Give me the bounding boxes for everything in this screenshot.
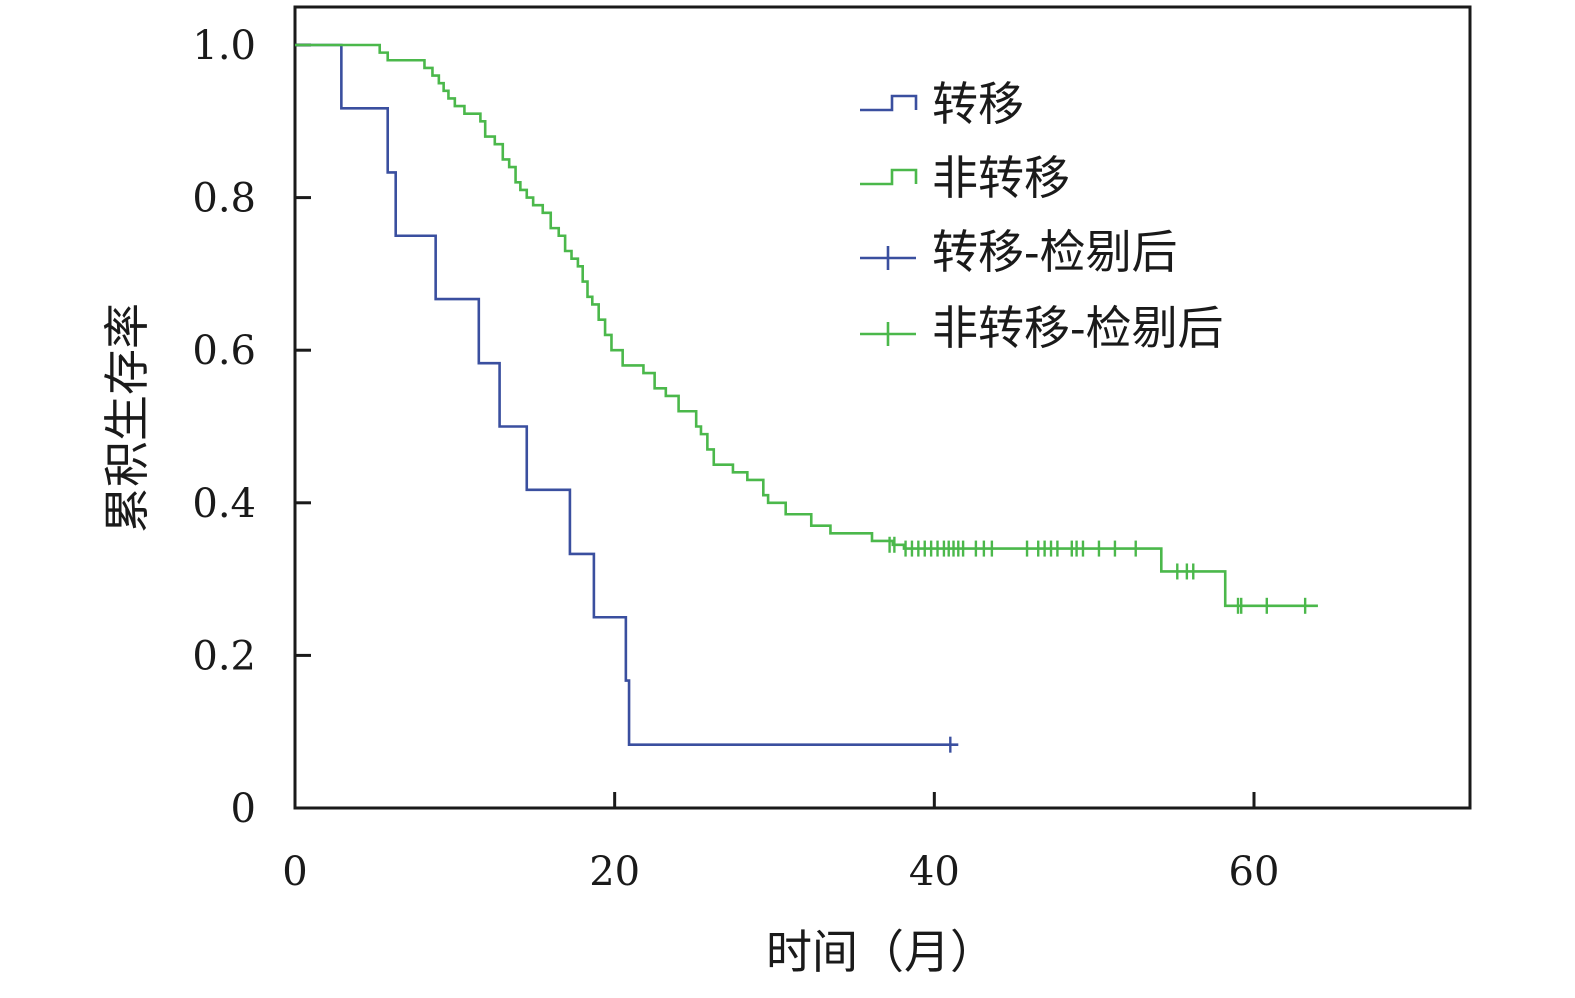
legend-label: 转移 xyxy=(932,77,1024,131)
x-axis-ticks: 0 20 40 60 xyxy=(282,792,1279,895)
series-non-metastasis-line xyxy=(295,43,1318,608)
legend-step-icon xyxy=(860,168,918,186)
legend-label: 非转移-检剔后 xyxy=(932,301,1224,355)
series-metastasis-line xyxy=(295,43,959,746)
legend-item: 非转移 xyxy=(860,151,1070,205)
x-tick-label: 0 xyxy=(282,849,307,895)
legend-step-icon xyxy=(860,94,918,112)
x-tick-label: 40 xyxy=(909,849,960,895)
plot-frame xyxy=(293,5,1472,810)
plot-border xyxy=(293,5,1472,810)
legend-label: 非转移 xyxy=(932,151,1070,205)
series-layer xyxy=(295,43,1318,753)
legend-item: 转移 xyxy=(860,77,1024,131)
y-tick-label: 0.2 xyxy=(192,633,256,679)
x-tick-label: 20 xyxy=(589,849,640,895)
y-tick-label: 0.6 xyxy=(192,328,256,374)
legend-label: 转移-检剔后 xyxy=(932,225,1178,279)
y-axis-ticks: 0 0.2 0.4 0.6 0.8 1.0 xyxy=(192,23,311,832)
legend-censor-icon xyxy=(860,246,916,270)
legend-censor-icon xyxy=(860,322,916,346)
y-axis-title: 累积生存率 xyxy=(100,303,154,533)
legend-item: 转移-检剔后 xyxy=(860,225,1178,279)
y-tick-label: 0.8 xyxy=(192,176,256,222)
x-axis-title: 时间（月） xyxy=(766,925,996,979)
y-tick-label: 0 xyxy=(231,786,256,832)
y-tick-label: 1.0 xyxy=(192,23,256,69)
legend-item: 非转移-检剔后 xyxy=(860,301,1224,355)
x-tick-label: 60 xyxy=(1229,849,1280,895)
y-tick-label: 0.4 xyxy=(192,481,256,527)
